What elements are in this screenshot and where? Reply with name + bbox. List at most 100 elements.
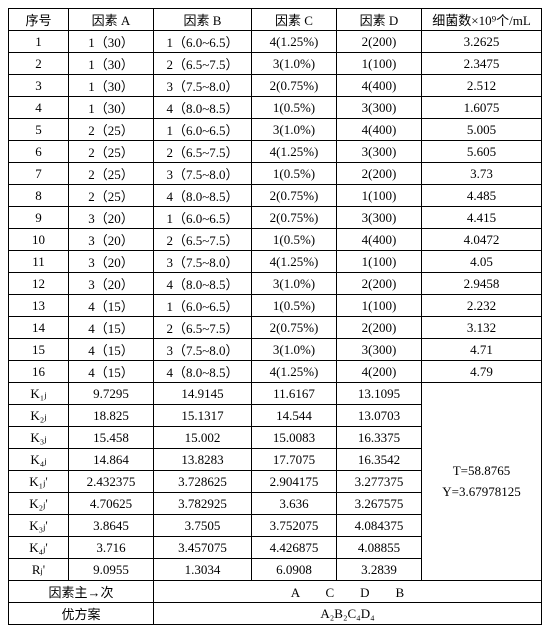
k-cell: 9.0955 — [69, 559, 154, 581]
data-cell: 15 — [9, 339, 69, 361]
data-cell: 2（25） — [69, 163, 154, 185]
data-cell: 4(1.25%) — [252, 31, 337, 53]
data-cell: 3(300) — [337, 97, 422, 119]
data-cell: 8 — [9, 185, 69, 207]
data-cell: 2.512 — [422, 75, 542, 97]
data-cell: 2（6.5~7.5） — [154, 317, 252, 339]
data-cell: 1.6075 — [422, 97, 542, 119]
data-cell: 16 — [9, 361, 69, 383]
data-cell: 1(0.5%) — [252, 163, 337, 185]
data-cell: 3(1.0%) — [252, 119, 337, 141]
data-cell: 3(1.0%) — [252, 53, 337, 75]
data-cell: 3(1.0%) — [252, 339, 337, 361]
data-cell: 5 — [9, 119, 69, 141]
k-label: K₂ⱼ — [9, 405, 69, 427]
k-label: K₄ⱼ' — [9, 537, 69, 559]
data-cell: 2(0.75%) — [252, 317, 337, 339]
k-cell: 6.0908 — [252, 559, 337, 581]
k-cell: 3.7505 — [154, 515, 252, 537]
data-cell: 2.3475 — [422, 53, 542, 75]
data-cell: 4（15） — [69, 295, 154, 317]
k-cell: 14.864 — [69, 449, 154, 471]
data-cell: 4（15） — [69, 361, 154, 383]
data-cell: 4.0472 — [422, 229, 542, 251]
header-cell: 因素 A — [69, 9, 154, 31]
data-cell: 1（6.0~6.5） — [154, 31, 252, 53]
k-cell: 3.2839 — [337, 559, 422, 581]
data-cell: 3（20） — [69, 251, 154, 273]
k-label: K₁ⱼ — [9, 383, 69, 405]
data-cell: 1(100) — [337, 185, 422, 207]
data-cell: 1（6.0~6.5） — [154, 207, 252, 229]
data-cell: 7 — [9, 163, 69, 185]
k-cell: 4.084375 — [337, 515, 422, 537]
data-cell: 3（7.5~8.0） — [154, 339, 252, 361]
data-cell: 2（25） — [69, 185, 154, 207]
data-cell: 1（30） — [69, 31, 154, 53]
data-cell: 9 — [9, 207, 69, 229]
data-cell: 4(1.25%) — [252, 361, 337, 383]
header-cell: 序号 — [9, 9, 69, 31]
data-cell: 1（30） — [69, 75, 154, 97]
k-cell: 4.70625 — [69, 493, 154, 515]
k-cell: 15.1317 — [154, 405, 252, 427]
data-cell: 4.05 — [422, 251, 542, 273]
data-cell: 3（20） — [69, 207, 154, 229]
data-cell: 1(100) — [337, 295, 422, 317]
data-cell: 2(200) — [337, 31, 422, 53]
data-cell: 3(300) — [337, 207, 422, 229]
data-cell: 3 — [9, 75, 69, 97]
data-cell: 1(0.5%) — [252, 97, 337, 119]
data-cell: 4（8.0~8.5） — [154, 273, 252, 295]
data-cell: 2(0.75%) — [252, 75, 337, 97]
k-cell: 3.267575 — [337, 493, 422, 515]
data-cell: 2(0.75%) — [252, 185, 337, 207]
k-cell: 13.1095 — [337, 383, 422, 405]
k-cell: 16.3542 — [337, 449, 422, 471]
k-label: K₁ⱼ' — [9, 471, 69, 493]
experiment-table: 序号因素 A因素 B因素 C因素 D细菌数×10⁹个/mL11（30）1（6.0… — [8, 8, 542, 625]
header-cell: 因素 D — [337, 9, 422, 31]
data-cell: 2(200) — [337, 163, 422, 185]
data-cell: 2（6.5~7.5） — [154, 53, 252, 75]
data-cell: 13 — [9, 295, 69, 317]
k-label: K₄ⱼ — [9, 449, 69, 471]
k-cell: 15.0083 — [252, 427, 337, 449]
k-label: Rⱼ' — [9, 559, 69, 581]
data-cell: 14 — [9, 317, 69, 339]
data-cell: 2.9458 — [422, 273, 542, 295]
data-cell: 12 — [9, 273, 69, 295]
k-cell: 3.782925 — [154, 493, 252, 515]
data-cell: 2.232 — [422, 295, 542, 317]
k-cell: 18.825 — [69, 405, 154, 427]
header-cell: 因素 C — [252, 9, 337, 31]
header-cell: 因素 B — [154, 9, 252, 31]
header-cell: 细菌数×10⁹个/mL — [422, 9, 542, 31]
data-cell: 2（6.5~7.5） — [154, 141, 252, 163]
k-cell: 15.002 — [154, 427, 252, 449]
data-cell: 4（15） — [69, 339, 154, 361]
data-cell: 2（6.5~7.5） — [154, 229, 252, 251]
data-cell: 4(1.25%) — [252, 141, 337, 163]
k-cell: 14.9145 — [154, 383, 252, 405]
data-cell: 2（25） — [69, 141, 154, 163]
k-cell: 1.3034 — [154, 559, 252, 581]
data-cell: 2(200) — [337, 317, 422, 339]
k-cell: 3.752075 — [252, 515, 337, 537]
data-cell: 4.79 — [422, 361, 542, 383]
k-cell: 9.7295 — [69, 383, 154, 405]
data-cell: 3.132 — [422, 317, 542, 339]
k-label: K₃ⱼ' — [9, 515, 69, 537]
data-cell: 2 — [9, 53, 69, 75]
data-cell: 2(0.75%) — [252, 207, 337, 229]
footer-label: 因素主→次 — [9, 581, 154, 603]
k-label: K₃ⱼ — [9, 427, 69, 449]
footer-value: A₂B₂C₄D₄ — [154, 603, 542, 625]
k-cell: 4.426875 — [252, 537, 337, 559]
data-cell: 4(1.25%) — [252, 251, 337, 273]
data-cell: 3（7.5~8.0） — [154, 251, 252, 273]
data-cell: 3(300) — [337, 339, 422, 361]
data-cell: 2(200) — [337, 273, 422, 295]
data-cell: 3（20） — [69, 273, 154, 295]
k-cell: 3.728625 — [154, 471, 252, 493]
